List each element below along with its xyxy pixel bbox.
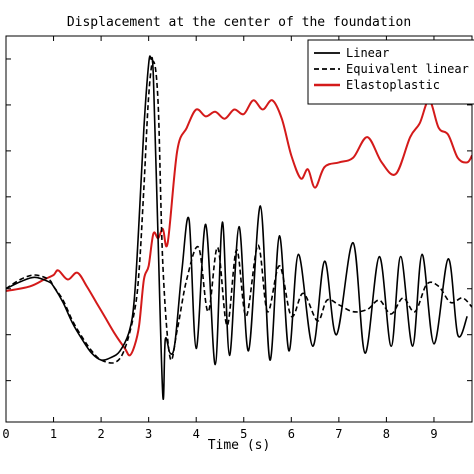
x-tick-label: 5 <box>240 427 247 441</box>
x-tick-label: 9 <box>430 427 437 441</box>
x-tick-label: 7 <box>335 427 342 441</box>
series-line-equivalent-linear <box>6 60 472 364</box>
plot-frame <box>5 35 473 423</box>
legend-label: Equivalent linear <box>346 62 469 76</box>
legend-label: Elastoplastic <box>346 78 440 92</box>
chart-title: Displacement at the center of the founda… <box>67 15 411 30</box>
legend: Linear Equivalent linear Elastoplastic <box>307 39 474 105</box>
x-tick-label: 3 <box>145 427 152 441</box>
x-tick-label: 4 <box>193 427 200 441</box>
x-tick-label: 0 <box>2 427 9 441</box>
x-tick-label: 2 <box>97 427 104 441</box>
legend-box <box>307 39 474 105</box>
x-axis-label: Time (s) <box>208 438 271 453</box>
series-line-linear <box>6 55 468 401</box>
x-tick-label: 1 <box>50 427 57 441</box>
series-line-elastoplastic <box>6 99 472 357</box>
x-tick-label: 6 <box>288 427 295 441</box>
y-axis <box>6 58 472 382</box>
series-layer <box>6 55 472 401</box>
x-tick-label: 8 <box>383 427 390 441</box>
legend-label: Linear <box>346 46 389 60</box>
